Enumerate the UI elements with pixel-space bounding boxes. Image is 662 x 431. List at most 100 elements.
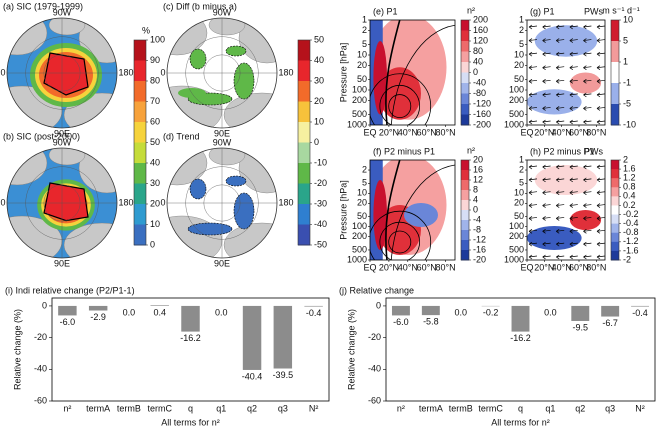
flux-arrow — [596, 65, 605, 71]
flux-arrow — [583, 190, 592, 196]
colorbar-swatch — [461, 160, 469, 171]
flux-arrow — [596, 177, 605, 183]
y-tick-label: 2 — [362, 164, 367, 174]
colorbar-tick-label: 0.4 — [623, 191, 636, 201]
y-tick-label: -20 — [368, 332, 381, 342]
colorbar-swatch — [298, 142, 310, 164]
axes-frame — [385, 297, 656, 402]
colorbar-tick-label: -1 — [623, 77, 631, 87]
flux-arrow — [596, 254, 605, 260]
colorbar-swatch — [461, 41, 469, 52]
longitude-label: 0 — [160, 67, 165, 77]
flux-arrow — [596, 241, 605, 247]
colorbar-swatch — [611, 250, 619, 261]
land — [238, 148, 277, 194]
value-label: -0.4 — [306, 308, 322, 318]
colorbar-title: n² — [467, 145, 475, 155]
x-tick-label: 80°N — [586, 127, 606, 137]
flux-arrow — [596, 216, 605, 221]
flux-arrow — [596, 228, 605, 234]
colorbar-tick-label: -20 — [473, 254, 486, 264]
colorbar-tick-label: 50 — [314, 34, 324, 44]
change-patch — [233, 192, 255, 230]
value-label: -16.2 — [180, 333, 201, 343]
y-tick-label: -60 — [368, 395, 381, 405]
value-label: -40.4 — [242, 371, 263, 381]
y-tick-label: 2 — [519, 25, 524, 35]
x-tick-label: 20°N — [534, 262, 554, 272]
colorbar-tick-label: 4 — [473, 194, 478, 204]
colorbar-tick-label: 1 — [623, 56, 628, 66]
bar — [150, 305, 169, 306]
flux-arrow — [542, 241, 551, 247]
colorbar-swatch — [461, 72, 469, 84]
flux-arrow — [528, 106, 538, 111]
value-label: -2.9 — [90, 312, 106, 322]
colorbar-swatch — [461, 210, 469, 221]
colorbar-tick-label: 100 — [150, 34, 165, 44]
y-tick-label: 5 — [362, 39, 367, 49]
y-tick-label: 500 — [352, 244, 367, 254]
flux-arrow — [569, 177, 578, 183]
colorbar-tick-label: 0 — [473, 67, 478, 77]
field-patch — [534, 165, 598, 195]
flux-arrow — [596, 190, 605, 196]
colorbar-swatch — [461, 104, 469, 115]
zero-line — [385, 20, 401, 125]
flux-arrow — [569, 241, 578, 247]
y-tick-label: 50 — [357, 211, 367, 221]
colorbar-swatch — [461, 200, 469, 211]
flux-arrow — [542, 216, 551, 221]
colorbar-tick-label: -80 — [473, 88, 486, 98]
flux-arrow — [542, 203, 551, 208]
x-tick-label: 20°N — [534, 127, 554, 137]
y-tick-label: 20 — [357, 60, 367, 70]
x-tick-label: 20°N — [379, 127, 399, 137]
change-patch — [187, 222, 233, 236]
flux-arrow — [528, 164, 538, 170]
colorbar-tick-label: 10 — [623, 14, 633, 24]
change-patch — [189, 178, 207, 200]
map-frame — [6, 147, 118, 259]
panel-title: (j) Relative change — [339, 285, 414, 295]
x-tick-label: termB — [117, 403, 141, 413]
y-tick-label: 5 — [519, 39, 524, 49]
value-label: -16.2 — [510, 333, 531, 343]
field — [527, 160, 605, 260]
flux-arrow — [542, 119, 551, 125]
bar — [391, 305, 410, 316]
flux-arrow — [569, 254, 578, 260]
flux-arrow — [556, 228, 565, 234]
flux-arrow — [556, 177, 565, 183]
colorbar-tick-label: -12 — [473, 234, 486, 244]
y-tick-label: 500 — [509, 244, 524, 254]
colorbar-tick-label: -1.2 — [623, 236, 639, 246]
flux-arrow — [556, 106, 565, 111]
flux-arrow — [569, 51, 578, 57]
y-tick-label: 200 — [352, 95, 367, 105]
colorbar-tick-label: 0 — [314, 137, 319, 147]
flux-arrow — [542, 190, 551, 196]
colorbar-tick-label: 30 — [150, 178, 160, 188]
flux-arrow — [556, 190, 565, 196]
value-label: -6.7 — [602, 318, 618, 328]
panel-title: (e) P1 — [373, 6, 398, 16]
y-tick-label: 10 — [514, 188, 524, 198]
colorbar-swatch — [611, 241, 619, 252]
flux-arrow — [583, 164, 592, 170]
y-tick-label: -20 — [34, 332, 47, 342]
flux-arrow — [556, 65, 565, 71]
colorbar-swatch — [461, 180, 469, 191]
colorbar-swatch — [134, 81, 146, 102]
x-tick-label: 80°N — [436, 127, 456, 137]
y-tick-label: 20 — [514, 60, 524, 70]
y-tick-label: 10 — [357, 49, 367, 59]
flux-arrow — [556, 38, 565, 43]
flux-arrow — [583, 241, 592, 247]
flux-arrow — [569, 106, 578, 111]
colorbar-tick-label: -50 — [314, 239, 327, 249]
colorbar-swatch — [611, 214, 619, 225]
flux-arrow — [528, 254, 538, 260]
field-patch — [534, 25, 598, 57]
